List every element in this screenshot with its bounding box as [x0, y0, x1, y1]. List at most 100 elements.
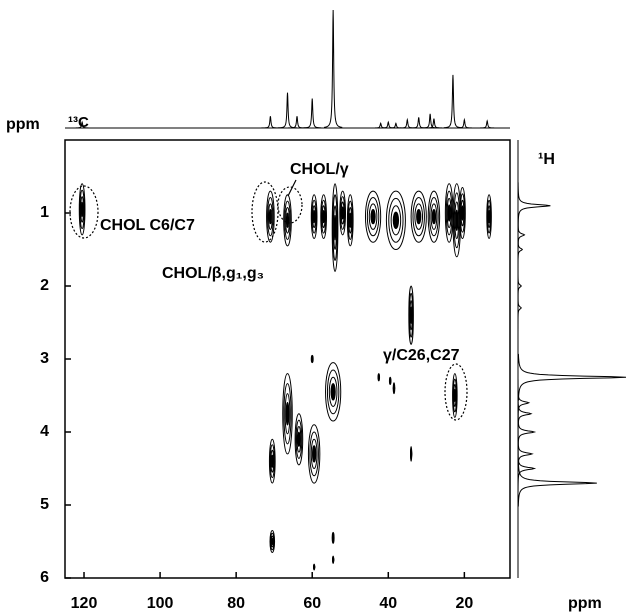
- contour-ring: [297, 431, 301, 447]
- right-peak: [517, 430, 534, 478]
- contour-peak: [346, 194, 354, 247]
- right-peak: [517, 182, 551, 230]
- contour-ring: [332, 194, 338, 261]
- contour-ring: [284, 200, 291, 240]
- contour-ring: [455, 209, 459, 232]
- highlight: [444, 363, 468, 421]
- contour-ring: [309, 431, 319, 477]
- contour-ring: [487, 205, 491, 229]
- contour-ring: [312, 210, 316, 224]
- contour-ring: [282, 373, 293, 455]
- right-nucleus-label: ¹H: [538, 151, 555, 168]
- contour-ring: [332, 558, 335, 562]
- top-peak: [261, 116, 280, 129]
- contour-ring: [266, 190, 275, 243]
- contour-peak: [331, 531, 335, 544]
- contour-ring: [385, 190, 406, 251]
- top-peak: [72, 120, 92, 129]
- contour-ring: [332, 535, 335, 540]
- contour-ring: [447, 204, 451, 222]
- contour-ring: [389, 379, 392, 383]
- contour-peak: [269, 530, 276, 553]
- contour-ring: [320, 199, 327, 234]
- contour-ring: [460, 199, 465, 227]
- contour-ring: [446, 197, 452, 229]
- contour-ring: [78, 183, 86, 236]
- contour-ring: [368, 203, 378, 230]
- contour-ring: [392, 211, 400, 229]
- contour-ring: [320, 194, 327, 240]
- contour-peak: [388, 376, 392, 386]
- right-peak: [517, 445, 537, 492]
- y-tick-label: 3: [40, 350, 49, 367]
- contour-ring: [267, 196, 274, 237]
- contour-ring: [416, 208, 422, 225]
- annotation: CHOL C6/C7: [100, 217, 195, 234]
- y-tick-label: 6: [40, 569, 49, 586]
- top-peak: [455, 117, 474, 129]
- contour-ring: [270, 535, 274, 548]
- contour-ring: [333, 214, 337, 241]
- contour-ring: [427, 190, 441, 243]
- contour-ring: [452, 378, 458, 413]
- contour-ring: [346, 194, 354, 247]
- x-tick-label: 60: [303, 595, 321, 612]
- contour-ring: [348, 207, 353, 234]
- contour-ring: [267, 203, 273, 230]
- contour-peak: [427, 190, 441, 243]
- contour-ring: [331, 183, 339, 272]
- annotation: CHOL/γ: [290, 161, 349, 178]
- contour-ring: [408, 285, 414, 345]
- contour-ring: [430, 203, 438, 230]
- highlight: [69, 185, 99, 239]
- contour-ring: [283, 194, 292, 247]
- contour-peak: [339, 190, 347, 236]
- contour-peak: [331, 183, 339, 272]
- contour-peak: [283, 194, 292, 247]
- contour-ring: [80, 201, 84, 218]
- contour-ring: [414, 203, 424, 230]
- contour-ring: [330, 383, 336, 401]
- contour-peak: [78, 183, 86, 236]
- contour-ring: [454, 201, 460, 240]
- contour-peak: [268, 438, 276, 484]
- contour-ring: [285, 402, 290, 426]
- contour-ring: [296, 426, 302, 453]
- top-peak: [443, 74, 463, 129]
- contour-ring: [461, 205, 464, 221]
- contour-ring: [268, 208, 272, 225]
- contour-ring: [459, 193, 466, 233]
- contour-peak: [459, 186, 466, 240]
- x-tick-label: 40: [379, 595, 397, 612]
- contour-ring: [328, 376, 338, 407]
- contour-ring: [431, 208, 437, 225]
- contour-ring: [453, 384, 457, 407]
- contour-ring: [392, 386, 396, 391]
- x-tick-label: 120: [71, 595, 98, 612]
- right-peak: [517, 408, 537, 456]
- highlight-circles: [69, 181, 468, 421]
- contour-ring: [486, 194, 492, 240]
- annotation: CHOL/β,g₁,g₃: [162, 265, 264, 282]
- right-peak: [517, 284, 522, 332]
- contour-peak: [377, 373, 381, 382]
- x-tick-label: 80: [227, 595, 245, 612]
- right-peak: [517, 211, 526, 259]
- contour-ring: [271, 537, 274, 546]
- contour-peak: [325, 362, 342, 422]
- top-peak: [478, 119, 497, 129]
- contour-peak: [392, 382, 396, 395]
- contour-ring: [487, 210, 491, 224]
- contour-peak: [313, 563, 316, 571]
- highlight: [251, 181, 279, 243]
- contour-peak: [320, 194, 327, 240]
- contour-ring: [366, 196, 380, 237]
- y-tick-label: 5: [40, 496, 49, 513]
- contour-ring: [429, 196, 439, 237]
- top-peak: [424, 118, 444, 129]
- contour-ring: [412, 196, 425, 237]
- contour-ring: [340, 201, 345, 225]
- contour-ring: [364, 190, 382, 243]
- contour-ring: [459, 186, 466, 240]
